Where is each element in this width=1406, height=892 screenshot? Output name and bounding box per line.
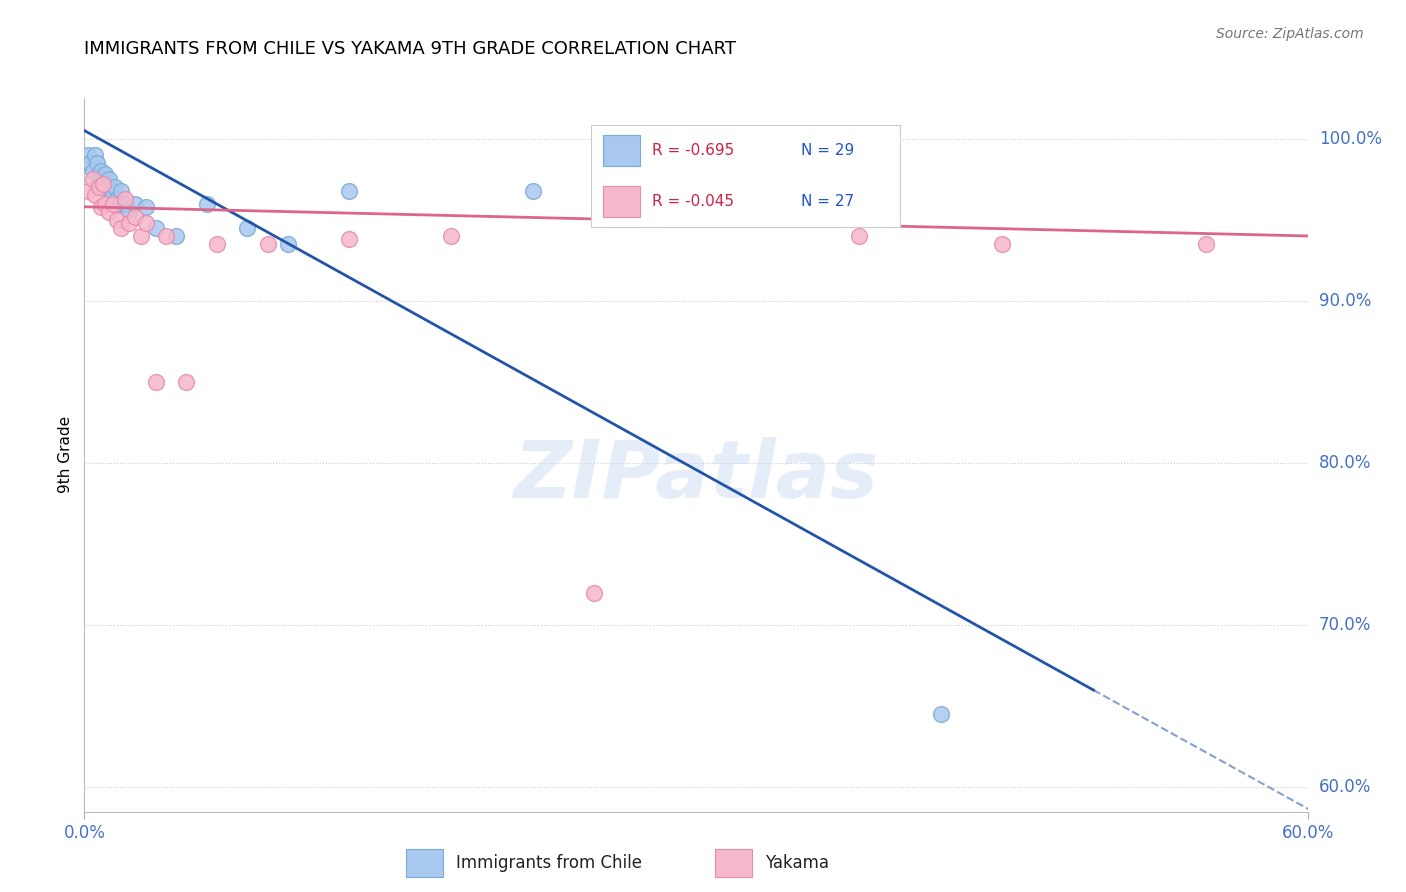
Point — [257, 237, 280, 252]
Text: Source: ZipAtlas.com: Source: ZipAtlas.com — [1216, 27, 1364, 41]
Text: R = -0.695: R = -0.695 — [652, 143, 734, 158]
Point — [82, 172, 104, 186]
Point — [79, 156, 101, 170]
Text: Immigrants from Chile: Immigrants from Chile — [456, 854, 641, 872]
Bar — [603, 186, 640, 218]
Point — [165, 229, 187, 244]
Point — [174, 375, 197, 389]
Text: 90.0%: 90.0% — [1319, 292, 1371, 310]
Point — [1195, 237, 1218, 252]
Point — [90, 200, 112, 214]
Point — [90, 164, 112, 178]
Point — [108, 196, 131, 211]
Point — [77, 148, 100, 162]
Point — [96, 180, 118, 194]
Text: Yakama: Yakama — [765, 854, 830, 872]
Point — [104, 180, 127, 194]
Point — [97, 204, 120, 219]
Point — [91, 172, 114, 186]
Point — [339, 232, 360, 246]
Bar — [406, 849, 443, 877]
Point — [97, 172, 120, 186]
Point — [110, 184, 132, 198]
Point — [91, 177, 114, 191]
Point — [93, 196, 115, 211]
Point — [118, 216, 141, 230]
Point — [582, 586, 605, 600]
Point — [105, 192, 128, 206]
Point — [135, 200, 157, 214]
Point — [101, 188, 124, 202]
Y-axis label: 9th Grade: 9th Grade — [58, 417, 73, 493]
Point — [236, 220, 259, 235]
Point — [155, 229, 177, 244]
Text: N = 27: N = 27 — [801, 194, 853, 210]
Text: N = 29: N = 29 — [801, 143, 853, 158]
Point — [93, 167, 115, 181]
Point — [87, 172, 110, 186]
Point — [145, 220, 167, 235]
Point — [929, 707, 952, 722]
Point — [277, 237, 299, 252]
Point — [82, 164, 104, 178]
Point — [135, 216, 157, 230]
Point — [124, 210, 146, 224]
Point — [83, 148, 105, 162]
Bar — [603, 136, 640, 166]
Text: IMMIGRANTS FROM CHILE VS YAKAMA 9TH GRADE CORRELATION CHART: IMMIGRANTS FROM CHILE VS YAKAMA 9TH GRAD… — [84, 40, 737, 58]
Text: 70.0%: 70.0% — [1319, 616, 1371, 634]
Point — [110, 220, 132, 235]
Point — [339, 184, 360, 198]
Point — [86, 156, 108, 170]
Point — [101, 196, 124, 211]
Point — [131, 229, 153, 244]
Point — [100, 184, 122, 198]
Text: 60.0%: 60.0% — [1319, 779, 1371, 797]
Point — [105, 212, 128, 227]
Point — [77, 184, 100, 198]
Text: 100.0%: 100.0% — [1319, 129, 1382, 148]
Text: 80.0%: 80.0% — [1319, 454, 1371, 472]
Point — [848, 229, 870, 244]
Point — [114, 192, 136, 206]
Point — [522, 184, 544, 198]
Point — [87, 180, 110, 194]
Point — [118, 204, 141, 219]
Point — [124, 196, 146, 211]
Bar — [716, 849, 752, 877]
Point — [991, 237, 1014, 252]
Point — [83, 188, 105, 202]
Point — [114, 196, 136, 211]
Point — [205, 237, 228, 252]
Text: R = -0.045: R = -0.045 — [652, 194, 734, 210]
Text: ZIPatlas: ZIPatlas — [513, 437, 879, 516]
Point — [145, 375, 167, 389]
Point — [195, 196, 218, 211]
Point — [440, 229, 463, 244]
